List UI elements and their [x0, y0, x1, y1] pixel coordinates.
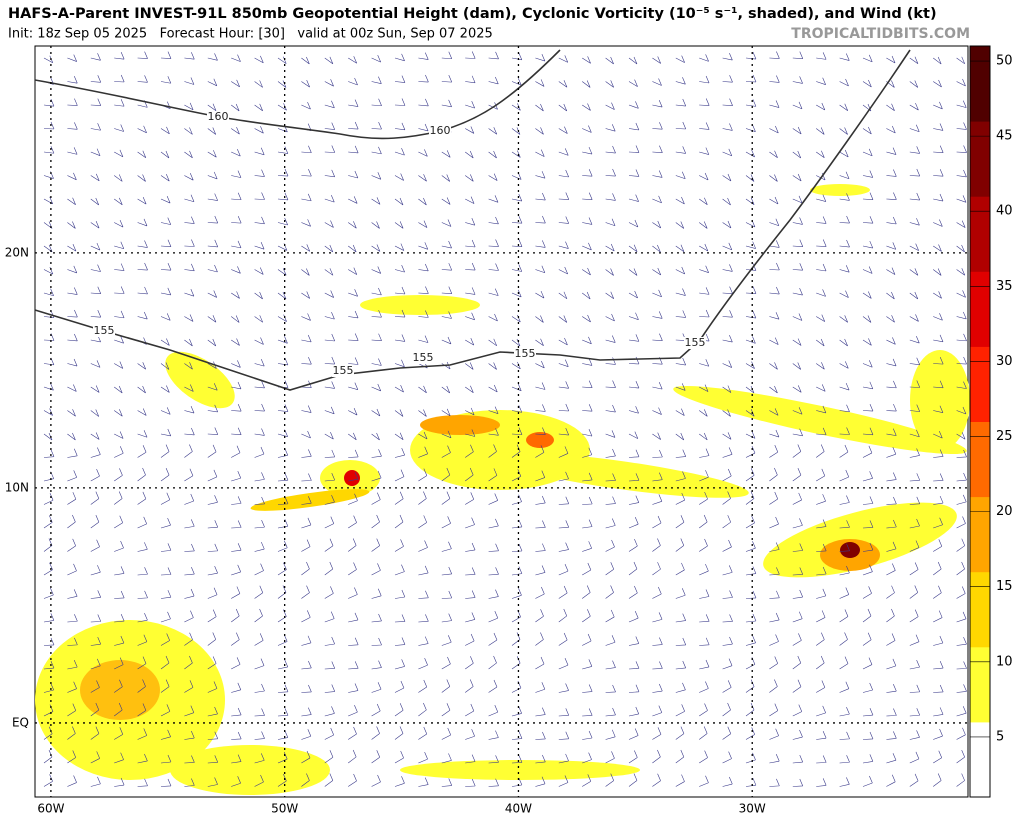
- colorbar-bin: [970, 346, 990, 422]
- contour-label: 155: [685, 336, 706, 349]
- colorbar-tick-label: 30: [996, 354, 1013, 369]
- lat-tick-label: EQ: [12, 715, 29, 729]
- wind-barbs: [43, 51, 967, 787]
- contour-label: 160: [430, 124, 451, 137]
- colorbar-tick-label: 5: [996, 729, 1004, 744]
- contour-label: 155: [515, 347, 536, 360]
- colorbar-bin: [970, 121, 990, 197]
- lat-tick-label: 10N: [5, 480, 29, 494]
- colorbar-bin: [970, 646, 990, 723]
- contour-label: 155: [94, 324, 115, 337]
- colorbar-tick-label: 40: [996, 204, 1013, 219]
- colorbar-bin: [970, 271, 990, 347]
- colorbar-tick-label: 10: [996, 654, 1013, 669]
- contour-label: 155: [333, 364, 354, 377]
- colorbar-tick-label: 25: [996, 429, 1013, 444]
- lat-tick-label: 20N: [5, 245, 29, 259]
- lon-tick-label: 40W: [505, 802, 532, 816]
- lon-tick-label: 60W: [37, 802, 64, 816]
- colorbar-tick-label: 35: [996, 279, 1013, 294]
- subtitle: Init: 18z Sep 05 2025 Forecast Hour: [30…: [8, 27, 493, 42]
- colorbar-bin: [970, 496, 990, 573]
- colorbar-bin: [970, 421, 990, 498]
- title: HAFS-A-Parent INVEST-91L 850mb Geopotent…: [8, 6, 937, 22]
- colorbar-frame: [969, 45, 991, 798]
- lon-tick-label: 30W: [739, 802, 766, 816]
- height-contours: [34, 49, 911, 391]
- colorbar-bin: [970, 571, 990, 648]
- lon-tick-label: 50W: [271, 802, 298, 816]
- colorbar-bin: [970, 46, 990, 122]
- watermark: TROPICALTIDBITS.COM: [791, 26, 970, 42]
- colorbar-tick-label: 50: [996, 54, 1013, 69]
- vorticity-shading: [35, 184, 970, 795]
- colorbar-bin: [970, 721, 990, 798]
- colorbar-tick-label: 15: [996, 579, 1013, 594]
- colorbar-bin: [970, 196, 990, 272]
- contour-label: 155: [413, 351, 434, 364]
- colorbar-tick-label: 45: [996, 129, 1013, 144]
- colorbar-tick-label: 20: [996, 504, 1013, 519]
- contour-label: 160: [208, 110, 229, 123]
